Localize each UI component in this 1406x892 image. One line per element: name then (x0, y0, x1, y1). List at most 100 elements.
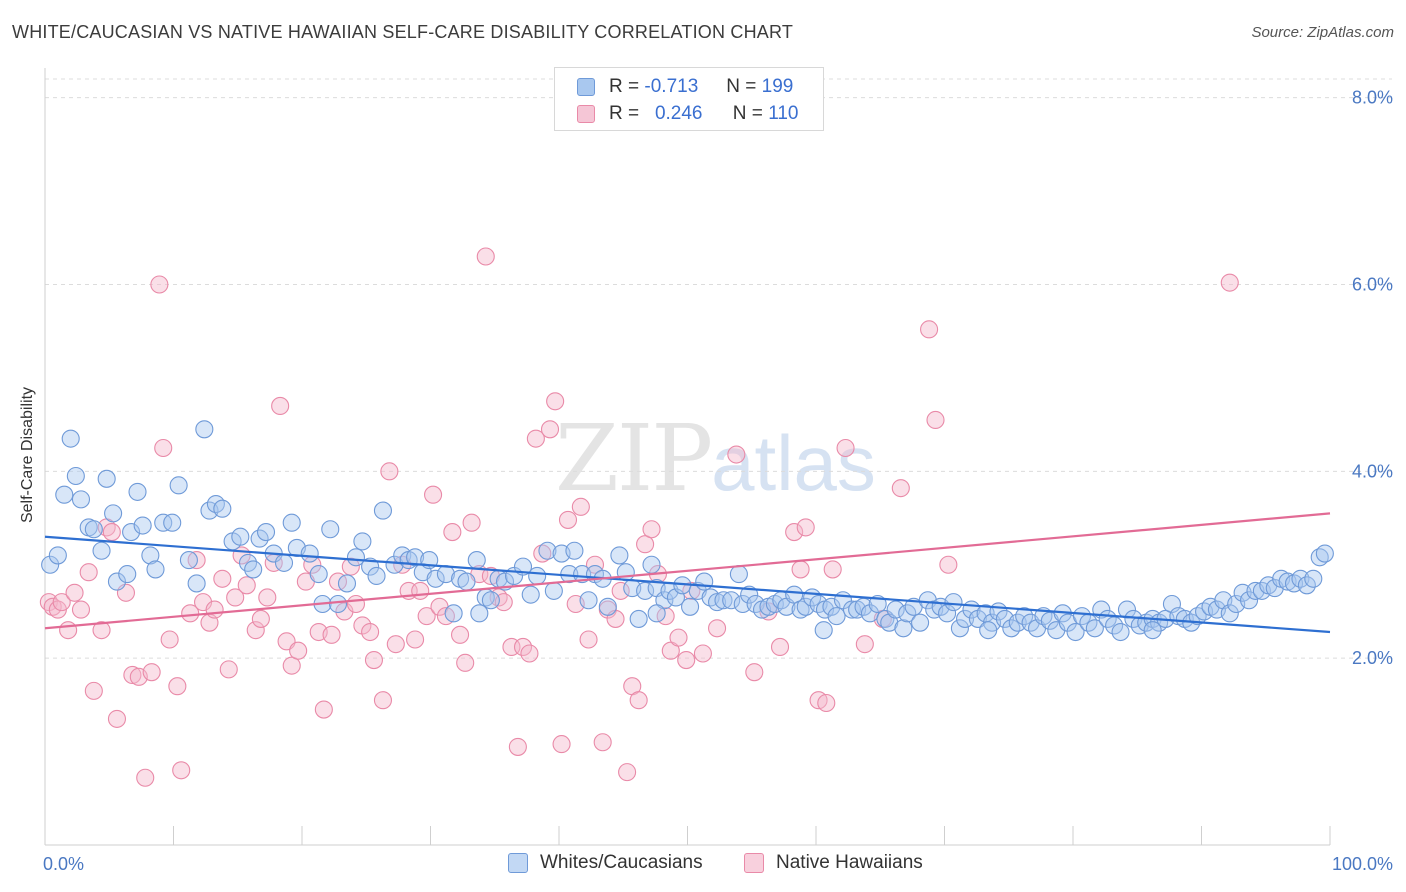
data-point-whites-caucasians (791, 600, 810, 619)
legend-swatch-pink (744, 853, 764, 873)
data-point-native-hawaiians (417, 607, 436, 626)
watermark-zip: ZIP (555, 405, 713, 512)
series-legend: Whites/Caucasians Native Hawaiians (0, 852, 1406, 878)
data-point-whites-caucasians (206, 494, 225, 514)
data-point-native-hawaiians (346, 594, 366, 614)
data-point-native-hawaiians (424, 485, 443, 504)
data-point-whites-caucasians (733, 594, 752, 614)
data-point-whites-caucasians (41, 555, 60, 574)
data-point-whites-caucasians (481, 591, 500, 610)
data-point-whites-caucasians (48, 546, 67, 565)
data-point-native-hawaiians (59, 621, 78, 640)
data-point-native-hawaiians (891, 479, 910, 498)
data-point-native-hawaiians (533, 544, 552, 563)
data-point-native-hawaiians (205, 600, 224, 619)
data-point-whites-caucasians (880, 613, 899, 632)
data-point-whites-caucasians (61, 429, 80, 448)
data-point-native-hawaiians (508, 737, 527, 756)
data-point-native-hawaiians (271, 396, 290, 416)
data-point-native-hawaiians (213, 569, 232, 588)
data-point-whites-caucasians (538, 541, 557, 560)
data-point-native-hawaiians (322, 625, 341, 644)
data-point-whites-caucasians (274, 553, 294, 572)
data-point-whites-caucasians (346, 548, 366, 567)
data-point-whites-caucasians (785, 585, 804, 604)
data-point-whites-caucasians (444, 604, 463, 623)
data-point-whites-caucasians (729, 565, 748, 584)
y-tick-label: 8.0% (1352, 88, 1393, 108)
y-tick-label: 2.0% (1352, 648, 1393, 668)
y-tick-label: 6.0% (1352, 275, 1393, 295)
legend-row-hawaiians: R = 0.246 N = 110 (577, 101, 798, 127)
data-point-native-hawaiians (476, 247, 495, 266)
y-tick-label: 4.0% (1352, 461, 1393, 481)
trend-line-hawaiians (44, 512, 1331, 630)
data-point-native-hawaiians (246, 621, 265, 640)
data-point-whites-caucasians (71, 490, 91, 509)
data-point-native-hawaiians (406, 630, 425, 649)
data-point-native-hawaiians (102, 523, 121, 542)
data-point-native-hawaiians (520, 644, 539, 663)
data-point-whites-caucasians (133, 516, 152, 535)
legend-r-label: R = (609, 76, 640, 97)
data-point-native-hawaiians (939, 555, 958, 574)
data-point-whites-caucasians (146, 560, 165, 579)
data-point-whites-caucasians (814, 621, 833, 640)
data-point-whites-caucasians (610, 546, 629, 565)
legend-swatch-pink (577, 105, 595, 123)
data-point-native-hawaiians (451, 625, 470, 644)
data-point-whites-caucasians (141, 546, 160, 565)
data-point-whites-caucasians (231, 527, 250, 546)
data-point-native-hawaiians (593, 733, 612, 752)
data-point-native-hawaiians (836, 438, 855, 458)
data-point-whites-caucasians (1315, 544, 1334, 563)
data-point-whites-caucasians (282, 513, 301, 532)
data-point-native-hawaiians (107, 709, 127, 728)
data-point-native-hawaiians (693, 644, 712, 663)
data-point-whites-caucasians (1117, 600, 1137, 619)
data-point-native-hawaiians (443, 523, 462, 542)
data-point-native-hawaiians (380, 462, 399, 481)
data-point-whites-caucasians (894, 619, 913, 638)
legend-label-whites: Whites/Caucasians (540, 852, 703, 873)
data-point-whites-caucasians (1085, 619, 1104, 638)
data-point-whites-caucasians (55, 485, 74, 504)
data-point-whites-caucasians (195, 420, 214, 439)
data-point-whites-caucasians (842, 600, 862, 619)
data-point-native-hawaiians (579, 630, 598, 649)
data-point-native-hawaiians (855, 635, 874, 654)
data-point-whites-caucasians (1143, 621, 1162, 640)
data-point-whites-caucasians (1111, 622, 1130, 642)
data-point-native-hawaiians (926, 410, 945, 430)
legend-row-whites: R = -0.713 N = 199 (577, 74, 793, 100)
data-point-whites-caucasians (911, 613, 930, 632)
data-point-native-hawaiians (513, 637, 533, 657)
data-point-native-hawaiians (237, 576, 256, 595)
data-point-native-hawaiians (571, 497, 590, 516)
data-point-native-hawaiians (1220, 273, 1239, 292)
data-point-whites-caucasians (629, 609, 648, 628)
data-point-native-hawaiians (552, 735, 571, 754)
data-point-whites-caucasians (573, 565, 592, 584)
source-credit: Source: ZipAtlas.com (1251, 24, 1394, 41)
data-point-native-hawaiians (770, 637, 790, 657)
data-point-native-hawaiians (92, 621, 111, 640)
data-point-whites-caucasians (1220, 604, 1239, 623)
legend-item-hawaiians: Native Hawaiians (744, 852, 923, 874)
data-point-native-hawaiians (150, 275, 169, 294)
x-tick-label: 100.0% (1332, 854, 1393, 874)
data-point-native-hawaiians (796, 518, 815, 537)
data-point-native-hawaiians (526, 429, 545, 448)
data-point-native-hawaiians (669, 628, 688, 647)
data-point-native-hawaiians (618, 763, 637, 782)
data-point-native-hawaiians (708, 619, 727, 638)
data-point-whites-caucasians (426, 569, 445, 588)
data-point-whites-caucasians (647, 604, 666, 623)
data-point-native-hawaiians (745, 663, 764, 682)
data-point-whites-caucasians (1188, 607, 1207, 626)
data-point-whites-caucasians (92, 541, 111, 560)
data-point-native-hawaiians (364, 650, 384, 670)
data-point-whites-caucasians (956, 609, 975, 628)
data-point-native-hawaiians (289, 641, 308, 660)
legend-label-hawaiians: Native Hawaiians (776, 852, 923, 873)
